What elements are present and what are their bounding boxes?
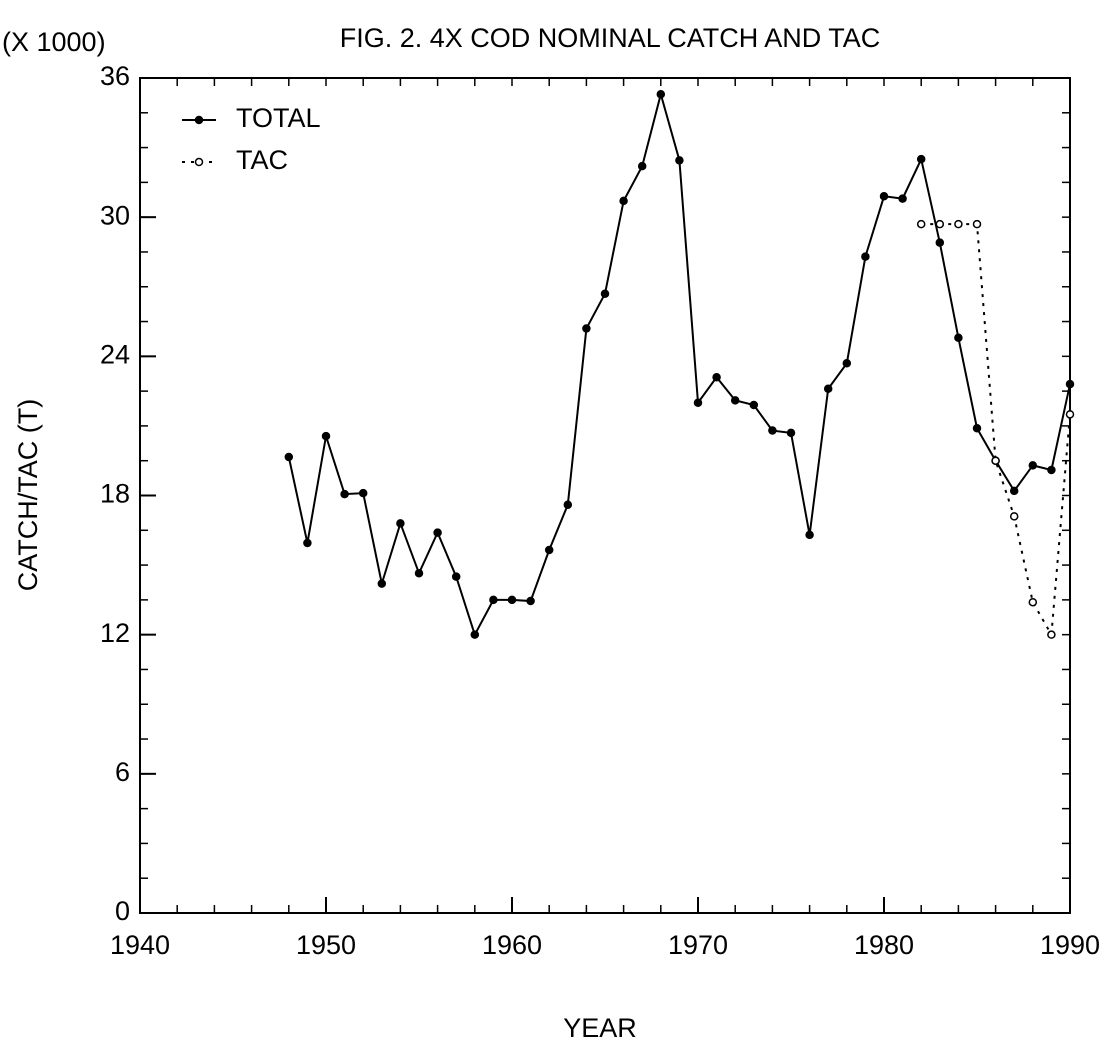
x-tick-label: 1950 (296, 930, 356, 960)
y-multiplier: (X 1000) (2, 27, 106, 57)
data-point (786, 428, 796, 438)
data-point (749, 400, 759, 410)
data-point (358, 488, 368, 498)
data-point (805, 530, 814, 540)
data-point (563, 500, 573, 510)
data-point (730, 396, 740, 405)
chart-title: FIG. 2. 4X COD NOMINAL CATCH AND TAC (340, 23, 881, 53)
legend-marker (194, 115, 204, 125)
series-line (287, 90, 1071, 638)
data-point (991, 456, 1000, 465)
data-point (1065, 379, 1075, 389)
data-point (284, 452, 294, 462)
data-point (916, 154, 926, 164)
data-point (861, 252, 870, 261)
data-point (898, 194, 907, 203)
x-tick-label: 1990 (1040, 930, 1100, 960)
data-point (340, 489, 349, 499)
x-tick-label: 1960 (482, 930, 542, 960)
data-point (842, 359, 852, 368)
legend-label: TAC (236, 145, 288, 175)
data-point (470, 630, 480, 639)
y-tick-label: 12 (100, 618, 130, 648)
data-point (377, 579, 387, 588)
data-point (451, 572, 461, 581)
data-point (879, 192, 889, 201)
data-point (712, 372, 721, 382)
data-point (321, 431, 331, 441)
y-tick-label: 18 (100, 479, 130, 509)
data-point (582, 324, 591, 333)
data-point (656, 89, 666, 99)
y-axis-label: CATCH/TAC (T) (13, 399, 43, 591)
data-point (1009, 512, 1019, 521)
y-tick-label: 30 (100, 200, 130, 230)
data-point (507, 595, 517, 605)
data-point (1065, 410, 1075, 419)
x-axis-label: YEAR (563, 1013, 637, 1043)
y-tick-label: 0 (115, 896, 130, 926)
data-point (1028, 597, 1038, 607)
data-point (768, 426, 777, 435)
data-point (1047, 630, 1056, 639)
data-point (954, 333, 963, 343)
y-tick-label: 6 (115, 757, 130, 787)
data-point (1047, 465, 1056, 475)
legend-marker (194, 157, 204, 167)
legend-label: TOTAL (236, 103, 321, 133)
x-tick-label: 1980 (854, 930, 914, 960)
data-point (823, 384, 833, 394)
data-point (972, 219, 982, 229)
x-tick-label: 1970 (668, 930, 728, 960)
data-point (935, 238, 945, 247)
data-point (433, 528, 442, 537)
data-point (935, 219, 945, 229)
data-point (1009, 486, 1019, 496)
data-point (637, 161, 647, 171)
x-tick-label: 1940 (110, 930, 170, 960)
data-point (489, 595, 498, 605)
data-point (414, 568, 424, 578)
data-point (526, 596, 535, 606)
data-point (675, 156, 684, 165)
data-point (954, 219, 963, 229)
data-point (600, 289, 610, 298)
y-tick-label: 24 (100, 339, 130, 369)
data-point (619, 196, 628, 206)
data-point (1028, 461, 1038, 470)
data-point (693, 398, 703, 407)
data-point (916, 219, 926, 229)
data-point (396, 519, 405, 528)
y-tick-label: 36 (100, 61, 130, 91)
data-point (303, 538, 312, 548)
data-point (544, 545, 554, 555)
data-point (972, 423, 982, 433)
series-line (921, 223, 1071, 638)
